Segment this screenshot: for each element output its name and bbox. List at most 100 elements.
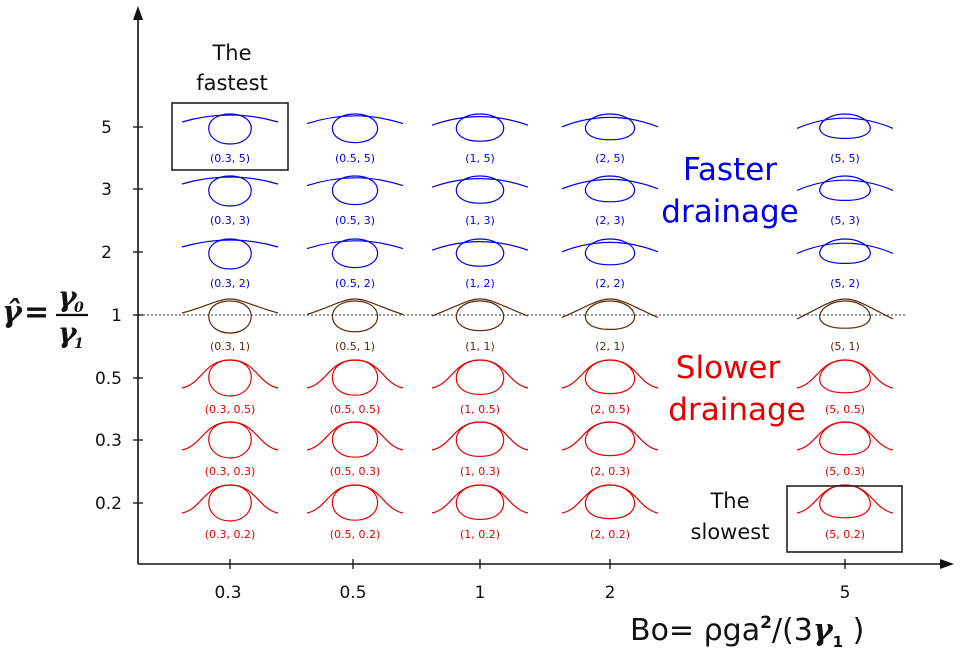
- droplet-grid: (0.3, 5) (0.5, 5) (1, 5) (2, 5) (5, 5) (0.3, …: [181, 113, 894, 541]
- droplet-interface: [431, 298, 529, 317]
- droplet-interface: [796, 117, 894, 129]
- y-label-denominator: γ: [58, 316, 78, 349]
- droplet-interface: [796, 421, 894, 451]
- droplet-label: (1, 2): [465, 277, 495, 290]
- droplet-bubble: [208, 484, 252, 522]
- slower-region-label-line1: Slower: [676, 350, 781, 386]
- droplet-label: (1, 0.5): [460, 403, 500, 416]
- y-axis-arrowhead: [133, 6, 143, 20]
- droplet-bubble: [208, 359, 252, 397]
- droplet-bubble: [455, 359, 505, 396]
- droplet-interface: [561, 421, 659, 451]
- axes: [133, 6, 954, 569]
- droplet-label: (1, 0.3): [460, 465, 500, 478]
- droplet-bubble: [455, 300, 505, 332]
- droplet-interface: [181, 421, 279, 451]
- droplet-interface: [561, 178, 659, 190]
- droplet-label: (2, 3): [595, 214, 625, 227]
- y-tick-label: 1: [111, 306, 122, 326]
- x-label-gamma: γ: [813, 613, 834, 648]
- droplet-label: (5, 0.2): [825, 528, 865, 541]
- droplet-label: (2, 0.2): [590, 528, 630, 541]
- droplet-bubble: [819, 484, 871, 519]
- droplet-bubble: [208, 238, 252, 270]
- x-label-mid: /(3: [772, 613, 813, 648]
- droplet-label: (5, 2): [830, 277, 860, 290]
- droplet-label: (0.5, 0.5): [330, 403, 381, 416]
- droplet-interface: [561, 116, 659, 128]
- droplet-label: (0.5, 0.3): [330, 465, 381, 478]
- fastest-highlight-box: [171, 102, 289, 171]
- droplet-bubble: [331, 175, 379, 206]
- droplet-bubble: [819, 359, 871, 394]
- faster-region-label-line2: drainage: [661, 194, 798, 230]
- droplet-interface: [306, 298, 404, 316]
- droplet-label: (0.3, 1): [210, 340, 250, 353]
- droplet-label: (0.3, 0.5): [205, 403, 256, 416]
- x-ticks: 0.3 0.5 1 2 5: [214, 559, 850, 603]
- slowest-annotation-line2: slowest: [691, 520, 770, 544]
- droplet-label: (2, 0.3): [590, 465, 630, 478]
- droplet-label: (5, 1): [830, 340, 860, 353]
- droplet-interface: [181, 484, 279, 514]
- droplet-bubble: [331, 238, 379, 269]
- droplet-bubble: [455, 484, 505, 521]
- droplet-label: (0.5, 0.2): [330, 528, 381, 541]
- fastest-annotation-line1: The: [211, 41, 251, 65]
- y-label-denominator-sub: 1: [74, 336, 84, 352]
- droplet-interface: [796, 359, 894, 389]
- droplet-bubble: [584, 300, 636, 331]
- droplet-label: (5, 0.3): [825, 465, 865, 478]
- x-label-suffix: ): [843, 613, 864, 648]
- droplet-interface: [431, 484, 529, 514]
- faster-region-label-line1: Faster: [683, 152, 777, 188]
- droplet-label: (0.5, 1): [335, 340, 375, 353]
- droplet-bubble: [819, 300, 871, 329]
- y-label-equals: =: [24, 295, 49, 330]
- droplet-bubble: [584, 359, 636, 395]
- x-axis-label: Bo= ρga2/(3γ1 ): [630, 613, 864, 649]
- droplet-interface: [306, 421, 404, 451]
- droplet-interface: [306, 240, 404, 250]
- x-axis-arrowhead: [940, 559, 954, 569]
- fastest-annotation-line2: fastest: [196, 71, 268, 95]
- y-axis-label: γ̂ = γ 0 γ 1: [2, 280, 88, 352]
- droplet-label: (0.5, 3): [335, 214, 375, 227]
- droplet-bubble: [208, 421, 252, 459]
- droplet-interface: [561, 484, 659, 514]
- droplet-label: (1, 5): [465, 152, 495, 165]
- y-ticks: 5 3 2 1 0.5 0.3 0.2: [95, 118, 143, 514]
- droplet-interface: [306, 484, 404, 514]
- droplet-label: (0.3, 5): [210, 152, 250, 165]
- droplet-bubble: [208, 113, 252, 145]
- x-tick-label: 2: [605, 583, 616, 603]
- droplet-label: (2, 0.5): [590, 403, 630, 416]
- droplet-interface: [306, 115, 404, 125]
- droplet-label: (5, 0.5): [825, 403, 865, 416]
- droplet-bubble: [208, 300, 252, 334]
- droplet-label: (0.3, 0.3): [205, 465, 256, 478]
- droplet-bubble: [584, 238, 636, 266]
- droplet-interface: [306, 177, 404, 187]
- droplet-interface: [796, 179, 894, 191]
- droplet-bubble: [819, 421, 871, 456]
- slowest-highlight-box: [786, 485, 903, 553]
- droplet-bubble: [331, 113, 379, 144]
- droplet-interface: [561, 298, 659, 319]
- droplet-label: (5, 5): [830, 152, 860, 165]
- x-label-subscript: 1: [833, 633, 843, 649]
- y-label-gamma-hat: γ̂: [2, 295, 23, 330]
- droplet-interface: [431, 359, 529, 389]
- droplet-bubble: [584, 113, 636, 141]
- droplet-bubble: [331, 359, 379, 396]
- droplet-label: (0.3, 3): [210, 214, 250, 227]
- droplet-bubble: [208, 175, 252, 207]
- droplet-interface: [431, 178, 529, 188]
- droplet-bubble: [455, 113, 505, 142]
- droplet-label: (2, 2): [595, 277, 625, 290]
- droplet-interface: [431, 241, 529, 251]
- y-tick-label: 5: [101, 118, 112, 138]
- droplet-label: (2, 1): [595, 340, 625, 353]
- droplet-bubble: [331, 300, 379, 333]
